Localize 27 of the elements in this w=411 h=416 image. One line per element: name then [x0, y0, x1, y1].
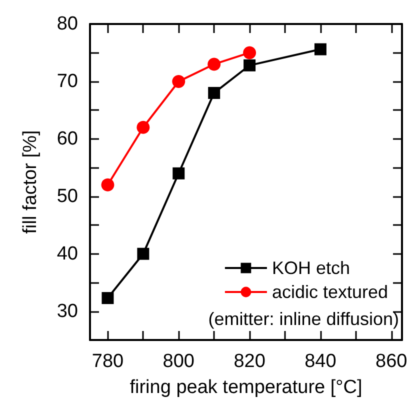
legend-label: KOH etch [272, 258, 350, 278]
point [244, 59, 256, 72]
y-tick-label: 30 [56, 300, 78, 322]
point [243, 46, 256, 60]
y-tick-label: 40 [56, 243, 78, 264]
point [172, 74, 186, 88]
y-axis-title: fill factor [%] [20, 130, 41, 234]
point [102, 292, 114, 304]
x-tick-label: 820 [234, 351, 266, 372]
point [137, 248, 150, 260]
point [172, 167, 185, 180]
legend-label: acidic textured [272, 282, 388, 302]
annotation: (emitter: inline diffusion) [208, 309, 399, 329]
point [208, 86, 220, 99]
point [101, 178, 114, 192]
x-tick-label: 780 [92, 351, 124, 372]
y-tick-label: 60 [56, 128, 78, 150]
point [208, 58, 221, 71]
x-tick-label: 800 [162, 351, 194, 372]
x-tick-label: 860 [376, 351, 408, 372]
point [136, 120, 150, 134]
y-tick-label: 80 [56, 14, 78, 34]
y-tick-label: 50 [56, 186, 78, 207]
x-tick-label: 840 [304, 351, 336, 372]
point [314, 43, 326, 56]
x-axis-title: firing peak temperature [°C] [130, 377, 362, 398]
y-tick-label: 70 [56, 70, 78, 92]
